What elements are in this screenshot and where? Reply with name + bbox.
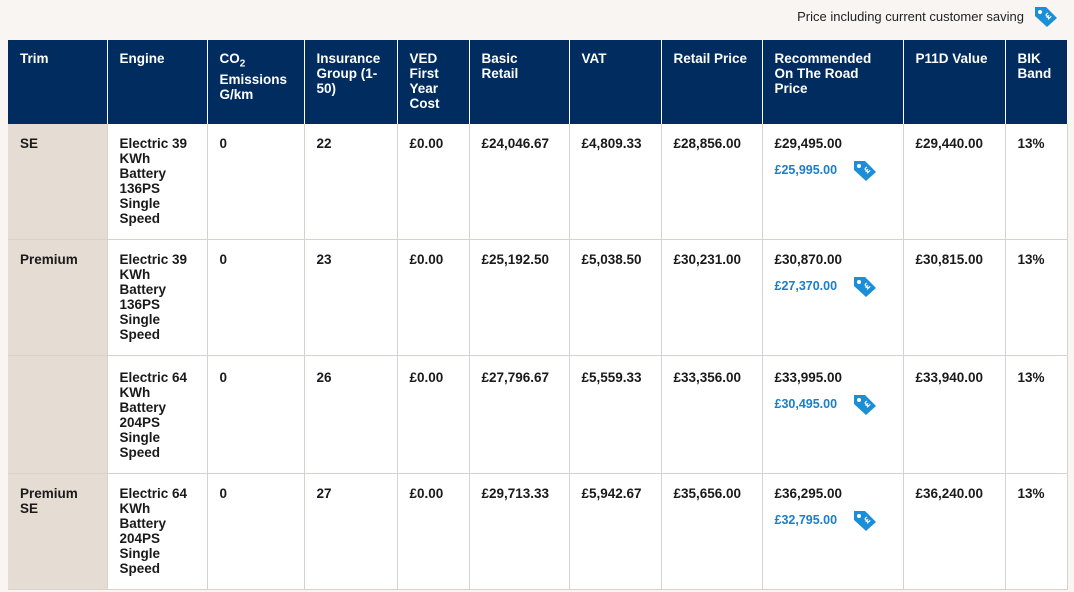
header-otr-price: Recommended On The Road Price	[762, 40, 904, 124]
svg-text:£: £	[1043, 11, 1053, 21]
insurance-cell: 23	[304, 239, 398, 356]
saving-tag-icon: £	[851, 274, 879, 298]
bik-cell: 13%	[1005, 124, 1068, 240]
ved-cell: £0.00	[397, 239, 470, 356]
co2-cell: 0	[207, 124, 305, 240]
header-insurance: Insurance Group (1-50)	[304, 40, 398, 124]
retail-price-cell: £28,856.00	[661, 124, 763, 240]
otr-price: £30,870.00	[774, 252, 843, 267]
ved-cell: £0.00	[397, 473, 470, 590]
header-retail-price: Retail Price	[661, 40, 763, 124]
otr-price: £29,495.00	[774, 136, 843, 151]
saving-tag-icon: £	[851, 392, 879, 416]
saving-tag-icon: £	[851, 508, 879, 532]
otr-price-cell: £29,495.00 £25,995.00 £	[762, 124, 904, 240]
basic-retail-cell: £27,796.67	[469, 355, 570, 474]
saving-price: £27,370.00	[774, 278, 838, 293]
insurance-cell: 27	[304, 473, 398, 590]
table-row: Premium SE Electric 64 KWh Battery 204PS…	[8, 473, 1068, 590]
insurance-cell: 26	[304, 355, 398, 474]
trim-cell: Premium SE	[8, 473, 108, 590]
table-header-row: Trim Engine CO2 Emissions G/km Insurance G…	[8, 40, 1067, 124]
co2-cell: 0	[207, 355, 305, 474]
engine-cell: Electric 64 KWh Battery 204PS Single Spe…	[107, 355, 208, 474]
vat-cell: £5,038.50	[569, 239, 662, 356]
saving-tag-icon: £	[851, 158, 879, 182]
retail-price-cell: £35,656.00	[661, 473, 763, 590]
ved-cell: £0.00	[397, 124, 470, 240]
co2-cell: 0	[207, 239, 305, 356]
bik-cell: 13%	[1005, 355, 1068, 474]
saving-price: £25,995.00	[774, 162, 838, 177]
bik-cell: 13%	[1005, 239, 1068, 356]
saving-price: £32,795.00	[774, 512, 838, 527]
p11d-cell: £33,940.00	[903, 355, 1006, 474]
otr-price: £36,295.00	[774, 486, 843, 501]
svg-text:£: £	[862, 165, 872, 175]
trim-cell: SE	[8, 124, 108, 240]
otr-price-cell: £30,870.00 £27,370.00 £	[762, 239, 904, 356]
trim-cell	[8, 355, 108, 474]
engine-cell: Electric 39 KWh Battery 136PS Single Spe…	[107, 124, 208, 240]
retail-price-cell: £30,231.00	[661, 239, 763, 356]
header-co2: CO2 Emissions G/km	[207, 40, 305, 124]
p11d-cell: £36,240.00	[903, 473, 1006, 590]
header-ved: VED First Year Cost	[397, 40, 470, 124]
basic-retail-cell: £24,046.67	[469, 124, 570, 240]
header-vat: VAT	[569, 40, 662, 124]
insurance-cell: 22	[304, 124, 398, 240]
ved-cell: £0.00	[397, 355, 470, 474]
otr-price-cell: £33,995.00 £30,495.00 £	[762, 355, 904, 474]
svg-text:£: £	[862, 515, 872, 525]
table-row: Electric 64 KWh Battery 204PS Single Spe…	[8, 355, 1068, 474]
header-trim: Trim	[8, 40, 108, 124]
bik-cell: 13%	[1005, 473, 1068, 590]
saving-price: £30,495.00	[774, 396, 838, 411]
basic-retail-cell: £29,713.33	[469, 473, 570, 590]
co2-cell: 0	[207, 473, 305, 590]
p11d-cell: £30,815.00	[903, 239, 1006, 356]
price-saving-legend: Price including current customer saving …	[797, 4, 1060, 28]
vat-cell: £4,809.33	[569, 124, 662, 240]
otr-price: £33,995.00	[774, 370, 843, 385]
header-p11d: P11D Value	[903, 40, 1006, 124]
vat-cell: £5,559.33	[569, 355, 662, 474]
header-bik: BIK Band	[1005, 40, 1067, 124]
pricing-table: Trim Engine CO2 Emissions G/km Insurance G…	[8, 40, 1068, 590]
table-row: SE Electric 39 KWh Battery 136PS Single …	[8, 124, 1068, 240]
vat-cell: £5,942.67	[569, 473, 662, 590]
trim-cell: Premium	[8, 239, 108, 356]
engine-cell: Electric 64 KWh Battery 204PS Single Spe…	[107, 473, 208, 590]
header-basic-retail: Basic Retail	[469, 40, 570, 124]
retail-price-cell: £33,356.00	[661, 355, 763, 474]
p11d-cell: £29,440.00	[903, 124, 1006, 240]
engine-cell: Electric 39 KWh Battery 136PS Single Spe…	[107, 239, 208, 356]
table-row: Premium Electric 39 KWh Battery 136PS Si…	[8, 239, 1068, 356]
basic-retail-cell: £25,192.50	[469, 239, 570, 356]
svg-text:£: £	[862, 281, 872, 291]
otr-price-cell: £36,295.00 £32,795.00 £	[762, 473, 904, 590]
legend-text: Price including current customer saving	[797, 8, 1024, 24]
svg-text:£: £	[862, 399, 872, 409]
header-engine: Engine	[107, 40, 208, 124]
saving-tag-icon: £	[1032, 4, 1060, 28]
